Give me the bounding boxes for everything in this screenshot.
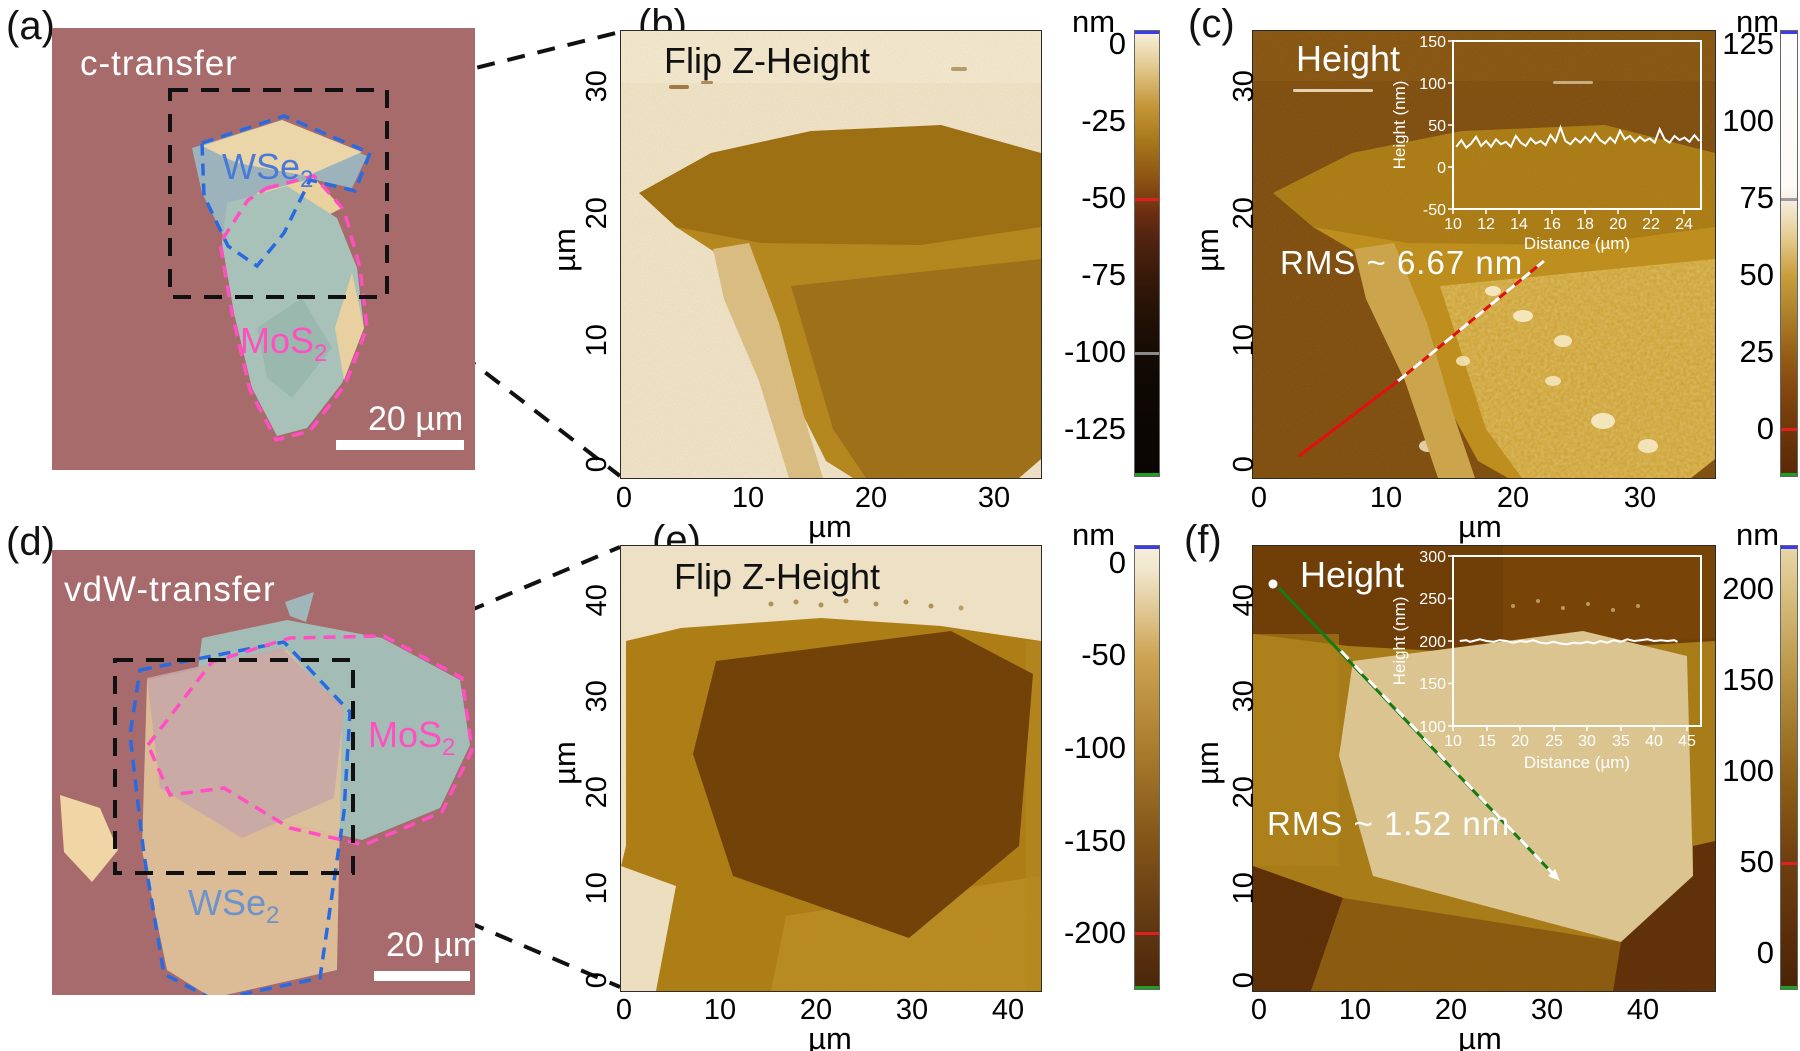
svg-text:100: 100 (1419, 76, 1446, 93)
panel-a-caption: c-transfer (80, 44, 238, 83)
wse2-label: WSe2 (222, 146, 314, 194)
wse2-outline (200, 114, 373, 269)
svg-text:20: 20 (1609, 216, 1627, 233)
panel-c-x-axis-label: µm (1458, 509, 1502, 544)
wse2-outline (128, 640, 352, 995)
panel-d-micrograph (52, 550, 475, 995)
panel-f-y-axis-label: µm (1190, 741, 1225, 785)
panel-d-optical-image (52, 550, 475, 995)
svg-text:10: 10 (1444, 733, 1462, 750)
panel-e-afm-image (620, 545, 1042, 992)
panel-f-x-axis-label: µm (1458, 1021, 1502, 1051)
panel-a-label: (a) (6, 4, 55, 48)
panel-b-y-axis-label: µm (547, 228, 582, 272)
profile-start-dot (1268, 579, 1278, 589)
mos2-label: MoS2 (368, 714, 456, 762)
profile-line-dashed (1339, 649, 1560, 881)
svg-text:12: 12 (1477, 216, 1495, 233)
panel-b-afm-map (621, 31, 1041, 478)
panel-c-afm-map: 150 100 50 0 -50 10 12 14 16 18 20 22 24… (1253, 31, 1715, 478)
panel-b-colorbar-unit: nm (1072, 4, 1116, 39)
svg-text:35: 35 (1612, 733, 1630, 750)
panel-c-rms-value: RMS ~ 6.67 nm (1280, 244, 1524, 281)
inset-height-profile (1455, 124, 1701, 150)
svg-text:150: 150 (1419, 34, 1446, 51)
panel-d-caption: vdW-transfer (64, 570, 276, 609)
inset-height-profile (1459, 638, 1678, 646)
svg-text:50: 50 (1428, 118, 1446, 135)
panel-c-afm-image: 150 100 50 0 -50 10 12 14 16 18 20 22 24… (1252, 30, 1716, 479)
svg-text:20: 20 (1511, 733, 1529, 750)
svg-text:16: 16 (1543, 216, 1561, 233)
zoom-region-box (168, 88, 389, 299)
panel-d-label: (d) (6, 520, 55, 564)
panel-c-y-axis-label: µm (1190, 228, 1225, 272)
panel-c-colorbar-unit: nm (1736, 4, 1780, 39)
scale-bar (374, 971, 470, 981)
scale-bar (336, 440, 464, 450)
panel-c-inset-chart: 150 100 50 0 -50 10 12 14 16 18 20 22 24… (1390, 34, 1702, 253)
mos2-label: MoS2 (240, 320, 328, 368)
inset-x-axis-label: Distance (µm) (1524, 753, 1630, 772)
profile-line-solid (1298, 379, 1399, 458)
panel-a-optical-image (52, 28, 475, 470)
svg-text:10: 10 (1444, 216, 1462, 233)
panel-b-afm-image (620, 30, 1042, 479)
svg-text:100: 100 (1419, 719, 1446, 736)
scale-bar-label: 20 µm (368, 400, 464, 438)
svg-text:15: 15 (1478, 733, 1496, 750)
svg-text:200: 200 (1419, 634, 1446, 651)
panel-f-colorbar (1780, 545, 1798, 990)
panel-c-colorbar (1780, 30, 1798, 477)
panel-e-colorbar-unit: nm (1072, 517, 1116, 552)
panel-b-x-axis-label: µm (808, 509, 852, 544)
scale-bar-label: 20 µm (386, 926, 482, 964)
svg-text:0: 0 (1437, 160, 1446, 177)
svg-text:40: 40 (1645, 733, 1663, 750)
panel-e-y-axis-label: µm (547, 741, 582, 785)
svg-text:22: 22 (1642, 216, 1660, 233)
svg-text:14: 14 (1510, 216, 1528, 233)
inset-y-axis-label: Height (nm) (1390, 597, 1409, 686)
panel-c-title: Height (1296, 38, 1401, 79)
inset-y-axis-label: Height (nm) (1390, 81, 1409, 170)
svg-text:45: 45 (1678, 733, 1696, 750)
profile-arrowhead (1548, 869, 1560, 881)
panel-c-label: (c) (1188, 2, 1235, 46)
svg-text:250: 250 (1419, 591, 1446, 608)
svg-text:30: 30 (1578, 733, 1596, 750)
panel-a-micrograph (52, 28, 475, 470)
svg-text:300: 300 (1419, 549, 1446, 566)
inset-x-axis-label: Distance (µm) (1524, 234, 1630, 253)
panel-f-title: Height (1300, 554, 1405, 595)
svg-text:-50: -50 (1423, 202, 1446, 219)
panel-e-x-axis-label: µm (808, 1021, 852, 1051)
svg-text:18: 18 (1576, 216, 1594, 233)
svg-text:25: 25 (1545, 733, 1563, 750)
panel-e-afm-map (621, 546, 1041, 991)
panel-e-title: Flip Z-Height (674, 556, 881, 597)
svg-text:150: 150 (1419, 676, 1446, 693)
svg-text:24: 24 (1675, 216, 1693, 233)
zoom-region-box (113, 658, 355, 875)
panel-b-title: Flip Z-Height (664, 40, 871, 81)
panel-b-colorbar (1134, 30, 1160, 477)
panel-f-colorbar-unit: nm (1736, 517, 1780, 552)
panel-f-afm-map: 300 250 200 150 100 10 15 20 25 30 35 40… (1253, 546, 1715, 991)
panel-f-rms-value: RMS ~ 1.52 nm (1267, 805, 1511, 842)
panel-f-afm-image: 300 250 200 150 100 10 15 20 25 30 35 40… (1252, 545, 1716, 992)
panel-f-inset-chart: 300 250 200 150 100 10 15 20 25 30 35 40… (1390, 549, 1702, 772)
panel-e-colorbar (1134, 545, 1160, 990)
panel-f-label: (f) (1184, 518, 1222, 562)
wse2-label: WSe2 (188, 882, 280, 930)
